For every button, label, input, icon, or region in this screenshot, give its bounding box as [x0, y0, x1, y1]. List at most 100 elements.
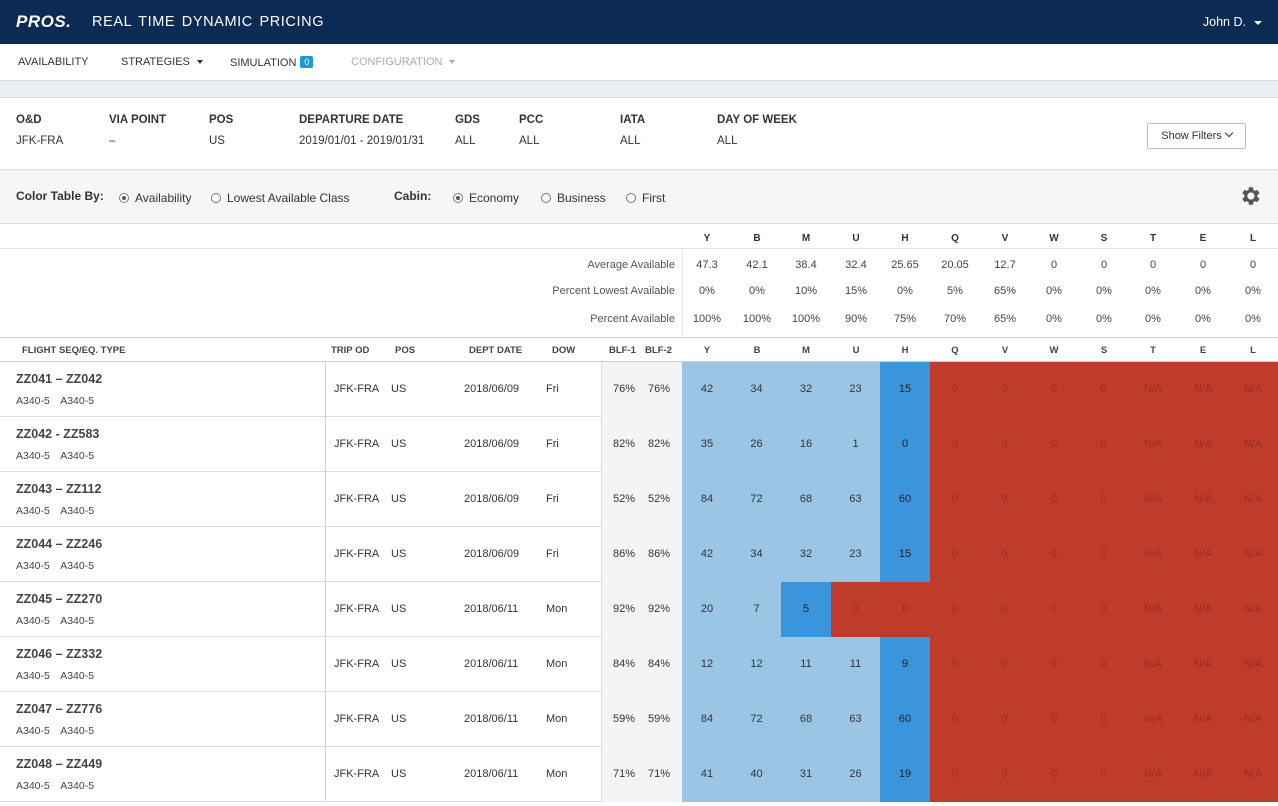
class-availability-cell[interactable]: 12 — [732, 637, 781, 692]
table-row[interactable]: ZZ042 - ZZ583 A340-5 A340-5 JFK-FRA US 2018/… — [0, 417, 1278, 472]
th-blf2[interactable]: BLF-2 — [645, 345, 672, 356]
user-menu[interactable]: John D. — [1203, 15, 1262, 29]
class-availability-cell[interactable]: N/A — [1178, 637, 1228, 692]
class-availability-cell[interactable]: 0 — [1079, 692, 1128, 747]
th-flight-seq[interactable]: FLIGHT SEQ/EQ. TYPE — [22, 345, 126, 356]
class-availability-cell[interactable]: 0 — [880, 417, 930, 472]
class-availability-cell[interactable]: 32 — [781, 527, 831, 582]
class-availability-cell[interactable]: 0 — [1029, 362, 1079, 417]
th-class-y[interactable]: Y — [703, 345, 711, 356]
th-class-m[interactable]: M — [802, 345, 810, 356]
class-availability-cell[interactable]: N/A — [1128, 362, 1178, 417]
class-availability-cell[interactable]: 7 — [732, 582, 781, 637]
th-dow[interactable]: DOW — [552, 345, 576, 356]
class-availability-cell[interactable]: 0 — [1029, 582, 1079, 637]
class-availability-cell[interactable]: 0 — [1029, 747, 1079, 802]
class-availability-cell[interactable]: 0 — [1079, 582, 1128, 637]
class-availability-cell[interactable]: 42 — [682, 527, 732, 582]
class-availability-cell[interactable]: 0 — [880, 582, 930, 637]
th-class-w[interactable]: W — [1049, 345, 1059, 356]
class-availability-cell[interactable]: 1 — [831, 417, 880, 472]
class-availability-cell[interactable]: 0 — [1029, 417, 1079, 472]
radio-cabin-business[interactable]: Business — [541, 191, 606, 205]
class-availability-cell[interactable]: 0 — [1079, 747, 1128, 802]
th-class-q[interactable]: Q — [951, 345, 959, 356]
class-availability-cell[interactable]: N/A — [1178, 747, 1228, 802]
class-availability-cell[interactable]: 26 — [831, 747, 880, 802]
th-trip-od[interactable]: TRIP OD — [331, 345, 370, 356]
class-availability-cell[interactable]: 72 — [732, 472, 781, 527]
class-availability-cell[interactable]: 12 — [682, 637, 732, 692]
class-availability-cell[interactable]: N/A — [1128, 637, 1178, 692]
th-class-l[interactable]: L — [1250, 345, 1256, 356]
class-availability-cell[interactable]: 0 — [980, 637, 1029, 692]
show-filters-button[interactable]: Show Filters — [1147, 123, 1246, 149]
table-row[interactable]: ZZ047 – ZZ776 A340-5 A340-5 JFK-FRA US 2018/… — [0, 692, 1278, 747]
table-row[interactable]: ZZ048 – ZZ449 A340-5 A340-5 JFK-FRA US 2018/… — [0, 747, 1278, 802]
class-availability-cell[interactable]: N/A — [1128, 472, 1178, 527]
class-availability-cell[interactable]: 63 — [831, 472, 880, 527]
class-availability-cell[interactable]: N/A — [1178, 692, 1228, 747]
table-row[interactable]: ZZ046 – ZZ332 A340-5 A340-5 JFK-FRA US 2018/… — [0, 637, 1278, 692]
class-availability-cell[interactable]: 15 — [880, 362, 930, 417]
class-availability-cell[interactable]: 72 — [732, 692, 781, 747]
th-dept-date[interactable]: DEPT DATE — [469, 345, 523, 356]
class-availability-cell[interactable]: N/A — [1128, 692, 1178, 747]
class-availability-cell[interactable]: N/A — [1228, 417, 1278, 472]
flight-seq[interactable]: ZZ043 – ZZ112 — [16, 482, 102, 496]
class-availability-cell[interactable]: 0 — [831, 582, 880, 637]
class-availability-cell[interactable]: 42 — [682, 362, 732, 417]
class-availability-cell[interactable]: N/A — [1228, 692, 1278, 747]
class-availability-cell[interactable]: 34 — [732, 362, 781, 417]
class-availability-cell[interactable]: 34 — [732, 527, 781, 582]
th-class-v[interactable]: V — [1001, 345, 1009, 356]
class-availability-cell[interactable]: 5 — [781, 582, 831, 637]
class-availability-cell[interactable]: 41 — [682, 747, 732, 802]
class-availability-cell[interactable]: N/A — [1228, 362, 1278, 417]
class-availability-cell[interactable]: 19 — [880, 747, 930, 802]
th-class-e[interactable]: E — [1199, 345, 1207, 356]
flight-seq[interactable]: ZZ046 – ZZ332 — [16, 647, 103, 661]
class-availability-cell[interactable]: N/A — [1128, 582, 1178, 637]
th-class-t[interactable]: T — [1150, 345, 1156, 356]
class-availability-cell[interactable]: N/A — [1228, 582, 1278, 637]
pros-logo[interactable]: PROS. — [16, 12, 72, 31]
class-availability-cell[interactable]: N/A — [1178, 417, 1228, 472]
class-availability-cell[interactable]: N/A — [1128, 417, 1178, 472]
flight-seq[interactable]: ZZ042 - ZZ583 — [16, 427, 100, 441]
class-availability-cell[interactable]: 0 — [1079, 527, 1128, 582]
nav-availability[interactable]: AVAILABILITY — [18, 56, 89, 68]
th-class-h[interactable]: H — [901, 345, 909, 356]
th-class-b[interactable]: B — [753, 345, 761, 356]
class-availability-cell[interactable]: 0 — [1029, 692, 1079, 747]
class-availability-cell[interactable]: 0 — [980, 582, 1029, 637]
class-availability-cell[interactable]: 0 — [980, 417, 1029, 472]
class-availability-cell[interactable]: 31 — [781, 747, 831, 802]
class-availability-cell[interactable]: 11 — [831, 637, 880, 692]
table-row[interactable]: ZZ044 – ZZ246 A340-5 A340-5 JFK-FRA US 2018/… — [0, 527, 1278, 582]
class-availability-cell[interactable]: 84 — [682, 692, 732, 747]
th-blf1[interactable]: BLF-1 — [609, 345, 636, 356]
flight-seq[interactable]: ZZ044 – ZZ246 — [16, 537, 103, 551]
th-pos[interactable]: POS — [395, 345, 416, 356]
class-availability-cell[interactable]: 9 — [880, 637, 930, 692]
class-availability-cell[interactable]: N/A — [1178, 472, 1228, 527]
class-availability-cell[interactable]: N/A — [1178, 527, 1228, 582]
class-availability-cell[interactable]: 60 — [880, 692, 930, 747]
class-availability-cell[interactable]: N/A — [1128, 747, 1178, 802]
th-class-s[interactable]: S — [1100, 345, 1108, 356]
flight-seq[interactable]: ZZ041 – ZZ042 — [16, 372, 103, 386]
class-availability-cell[interactable]: 0 — [930, 637, 980, 692]
class-availability-cell[interactable]: 11 — [781, 637, 831, 692]
class-availability-cell[interactable]: 32 — [781, 362, 831, 417]
gear-icon[interactable] — [1238, 184, 1262, 208]
class-availability-cell[interactable]: 0 — [1079, 362, 1128, 417]
class-availability-cell[interactable]: 60 — [880, 472, 930, 527]
class-availability-cell[interactable]: 0 — [930, 747, 980, 802]
radio-cabin-first[interactable]: First — [626, 191, 665, 205]
table-row[interactable]: ZZ043 – ZZ112 A340-5 A340-5 JFK-FRA US 2018/… — [0, 472, 1278, 527]
table-row[interactable]: ZZ045 – ZZ270 A340-5 A340-5 JFK-FRA US 2018/… — [0, 582, 1278, 637]
class-availability-cell[interactable]: N/A — [1228, 747, 1278, 802]
class-availability-cell[interactable]: 0 — [980, 692, 1029, 747]
class-availability-cell[interactable]: 0 — [930, 527, 980, 582]
